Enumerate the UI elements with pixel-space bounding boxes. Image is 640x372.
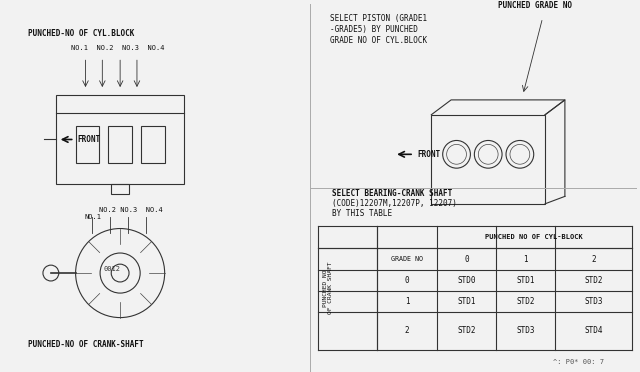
Text: 2: 2 (404, 327, 410, 336)
Text: 2: 2 (591, 255, 596, 264)
Text: 1: 1 (404, 297, 410, 306)
Bar (141, 126, 164, 163)
Text: SELECT PISTON (GRADE1: SELECT PISTON (GRADE1 (330, 14, 427, 23)
Text: STD0: STD0 (457, 276, 476, 285)
Text: STD1: STD1 (516, 276, 535, 285)
Text: FRONT: FRONT (77, 135, 100, 144)
Text: (CODE)12207M,12207P, 12207): (CODE)12207M,12207P, 12207) (332, 199, 457, 208)
Text: 0: 0 (464, 255, 468, 264)
Text: STD2: STD2 (584, 276, 603, 285)
Text: PUNCHED-NO OF CRANK-SHAFT: PUNCHED-NO OF CRANK-SHAFT (28, 340, 144, 349)
Text: STD2: STD2 (457, 327, 476, 336)
Text: STD2: STD2 (516, 297, 535, 306)
Text: PUNCHED NO OF CYL-BLOCK: PUNCHED NO OF CYL-BLOCK (485, 234, 583, 240)
Bar (431, 115, 545, 204)
Text: STD3: STD3 (516, 327, 535, 336)
Text: SELECT BEARING-CRANK SHAFT: SELECT BEARING-CRANK SHAFT (332, 189, 452, 198)
Text: NO.2 NO.3  NO.4: NO.2 NO.3 NO.4 (99, 207, 163, 213)
Text: 1: 1 (524, 255, 528, 264)
Text: FRONT: FRONT (417, 150, 440, 159)
Text: PUNCHED-NO OF CYL.BLOCK: PUNCHED-NO OF CYL.BLOCK (28, 29, 134, 38)
Bar (108, 126, 132, 163)
Text: STD4: STD4 (584, 327, 603, 336)
Text: -GRADE5) BY PUNCHED: -GRADE5) BY PUNCHED (330, 25, 418, 33)
Text: STD3: STD3 (584, 297, 603, 306)
Text: PUNCHED GRADE NO: PUNCHED GRADE NO (498, 1, 572, 10)
Text: BY THIS TABLE: BY THIS TABLE (332, 209, 392, 218)
Text: GRADE NO: GRADE NO (391, 256, 423, 262)
Bar (111, 184, 129, 194)
Bar (76, 126, 99, 163)
Text: ^: P0* 00: 7: ^: P0* 00: 7 (552, 359, 604, 365)
Text: GRADE NO OF CYL.BLOCK: GRADE NO OF CYL.BLOCK (330, 35, 427, 45)
Bar (56, 95, 184, 184)
Text: STD1: STD1 (457, 297, 476, 306)
Text: PUNCHED NO
OF CRANK SHAFT: PUNCHED NO OF CRANK SHAFT (323, 262, 333, 314)
Text: 0012: 0012 (104, 266, 121, 272)
Text: NO.1  NO.2  NO.3  NO.4: NO.1 NO.2 NO.3 NO.4 (70, 45, 164, 51)
Text: NO.1: NO.1 (84, 214, 102, 219)
Text: 0: 0 (404, 276, 410, 285)
